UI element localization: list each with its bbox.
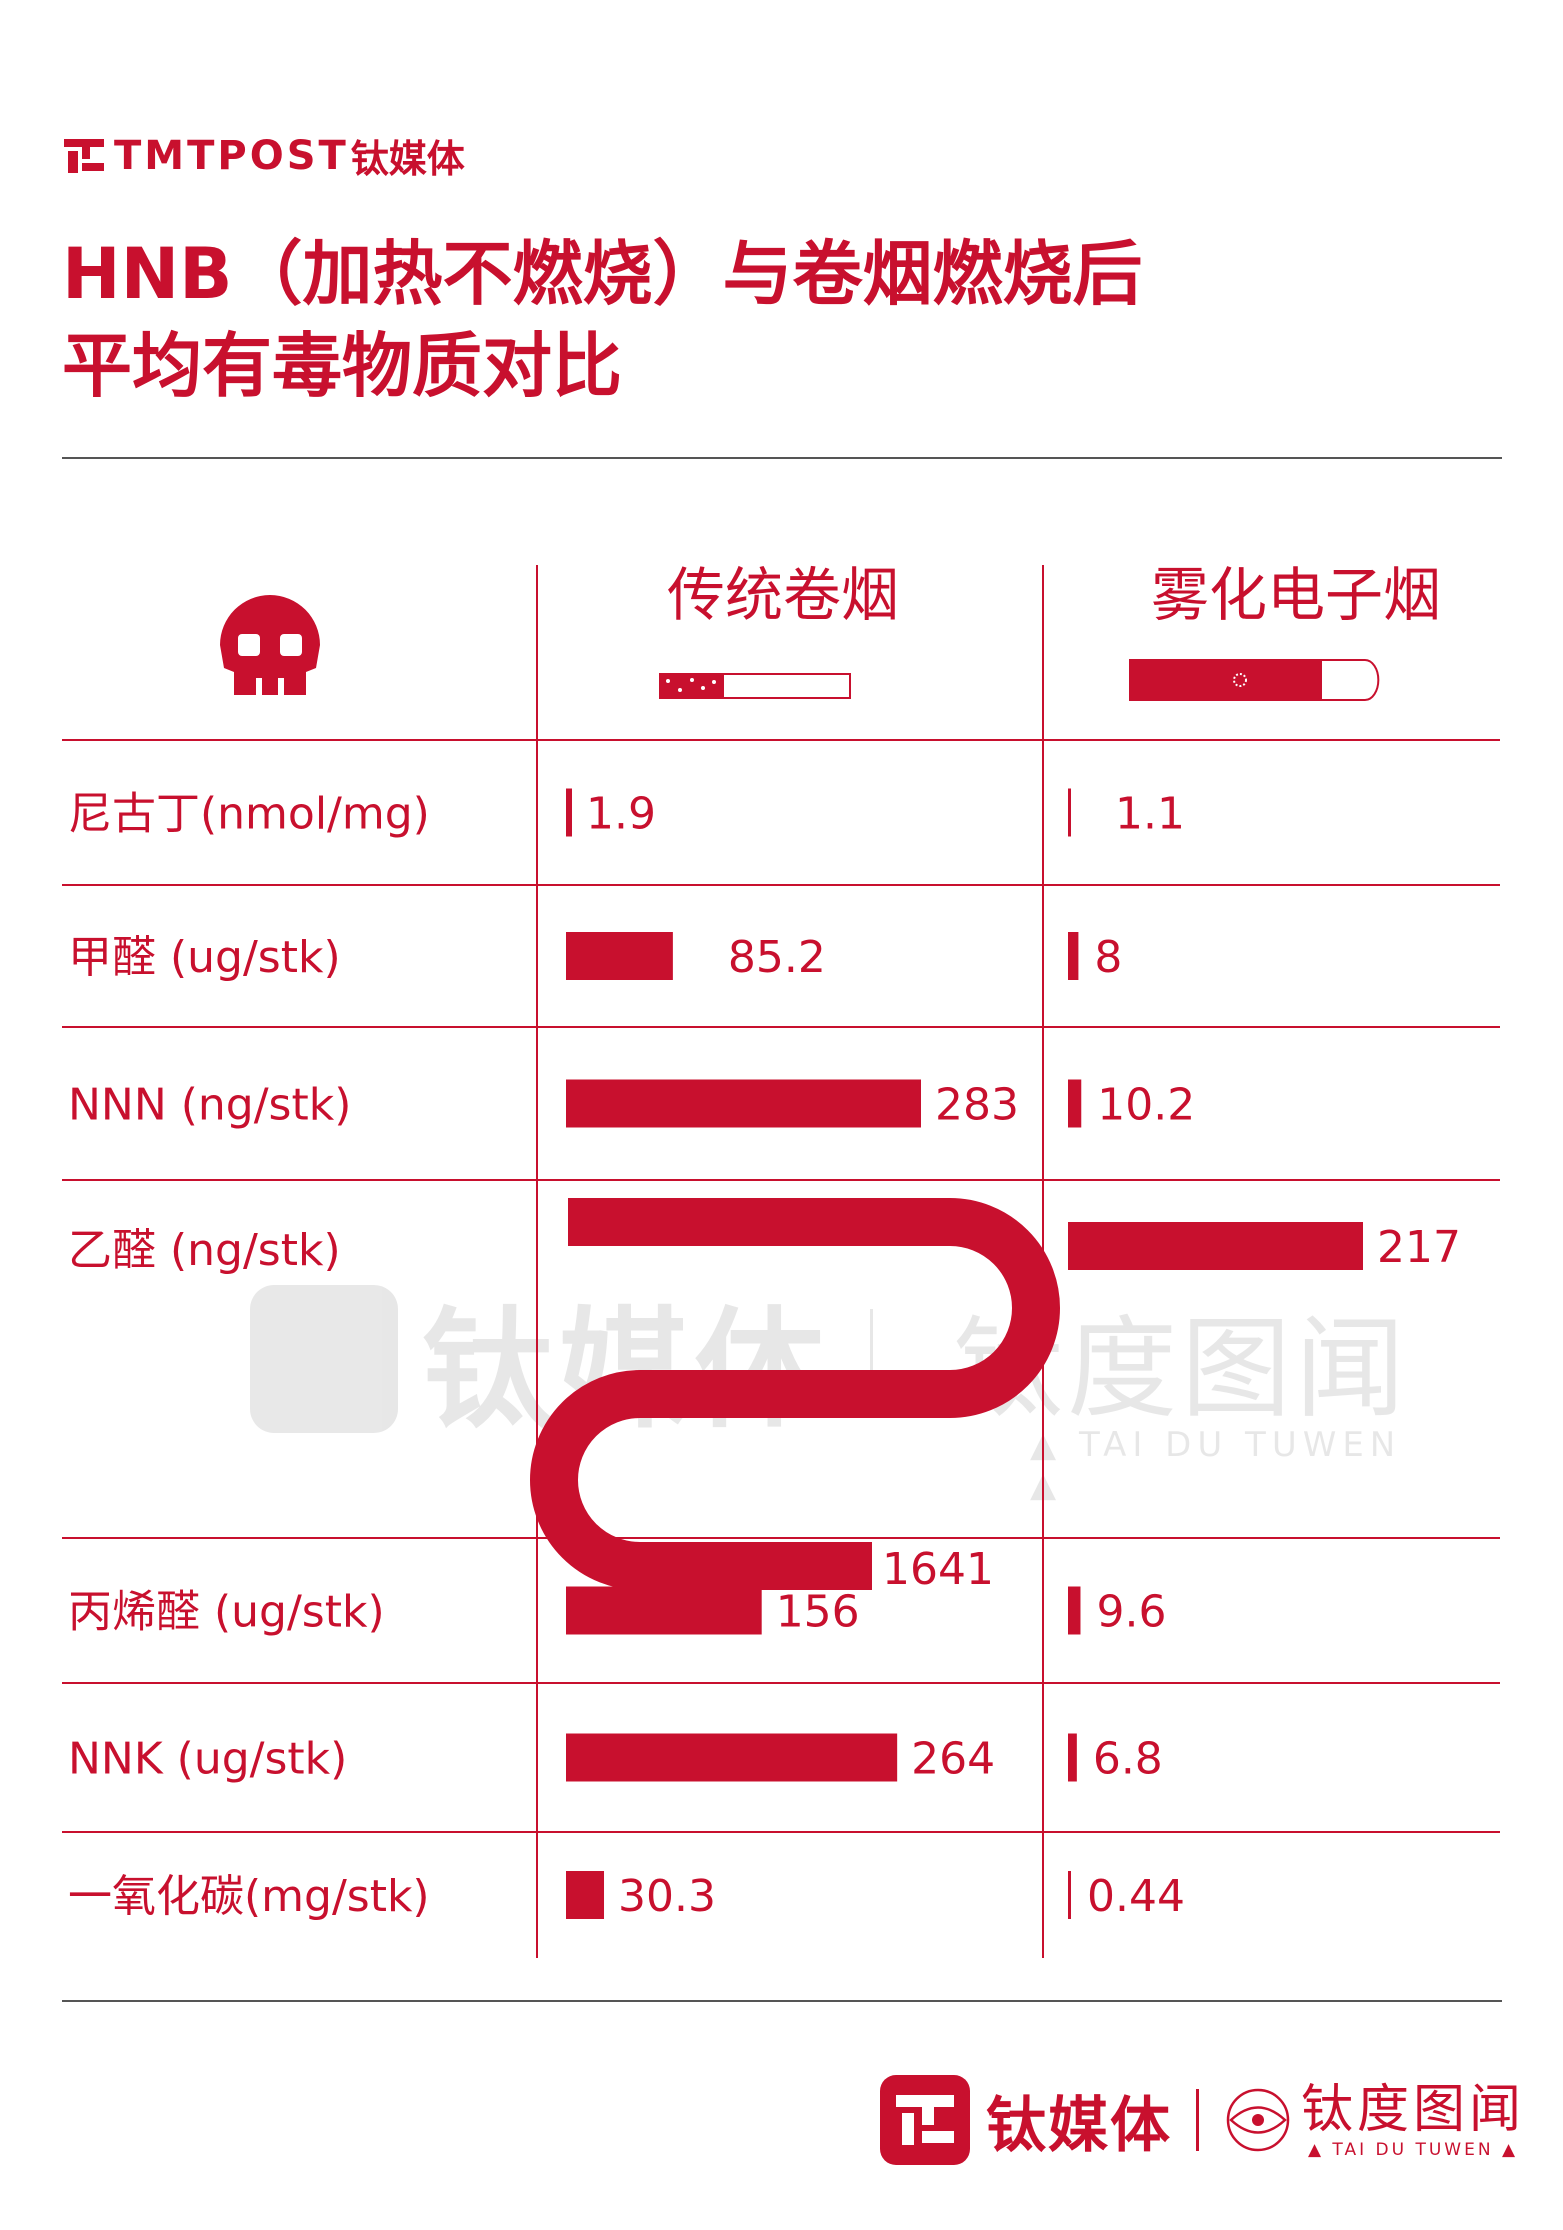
bar-cigarette <box>566 1871 605 1919</box>
skull-tooth-icon <box>256 678 262 695</box>
bar-cigarette <box>566 932 673 980</box>
row-label: 丙烯醛 (ug/stk) <box>68 1587 385 1638</box>
row-label: 乙醛 (ng/stk) <box>68 1225 341 1276</box>
footer-logos: 钛媒体 钛度图闻 ▲ TAI DU TUWEN ▲ <box>880 2075 1525 2165</box>
cigarette-filter-icon <box>660 674 724 698</box>
value-label-cigarette: 156 <box>776 1587 860 1638</box>
bar-ecig <box>1068 1586 1081 1635</box>
bar-cigarette <box>566 788 572 837</box>
bar-ecig <box>1068 1733 1077 1782</box>
column-header-ecig: 雾化电子烟 <box>1151 561 1441 629</box>
value-label-cigarette: 85.2 <box>728 932 826 983</box>
e-cigarette-light-icon <box>1233 673 1247 687</box>
taidu-logo: 钛度图闻 ▲ TAI DU TUWEN ▲ <box>1223 2075 1525 2165</box>
bar-cigarette <box>566 1733 898 1782</box>
footer-brand-cn: 钛媒体 <box>986 2090 1172 2161</box>
skull-eye-icon <box>238 634 260 656</box>
row-label: 一氧化碳(mg/stk) <box>68 1871 430 1922</box>
brand-cn: 钛媒体 <box>350 137 465 181</box>
row-label: NNN (ng/stk) <box>68 1080 351 1131</box>
skull-tooth-icon <box>278 678 284 695</box>
cigarette-dot-icon <box>712 680 716 684</box>
bar-ecig <box>1068 1871 1071 1919</box>
row-label: 甲醛 (ug/stk) <box>68 932 341 983</box>
value-label-cigarette: 264 <box>911 1734 995 1785</box>
column-header-cigarette: 传统卷烟 <box>667 561 899 629</box>
value-label-ecig: 1.1 <box>1115 789 1185 840</box>
tmtpost-logo-icon <box>64 138 104 173</box>
value-label-ecig: 217 <box>1377 1222 1461 1273</box>
cigarette-dot-icon <box>690 678 694 682</box>
value-label-ecig: 9.6 <box>1096 1587 1166 1638</box>
value-label-ecig: 8 <box>1094 932 1122 983</box>
value-label-ecig: 6.8 <box>1093 1734 1163 1785</box>
cigarette-dot-icon <box>701 686 705 690</box>
value-label-ecig: 0.44 <box>1087 1871 1185 1922</box>
bar-ecig <box>1068 932 1079 980</box>
tmtpost-logo-icon <box>880 2075 970 2165</box>
bar-cigarette <box>566 1586 762 1635</box>
title-line-1: HNB（加热不燃烧）与卷烟燃烧后 <box>62 233 1143 315</box>
cigarette-dot-icon <box>666 679 670 683</box>
row-label: 尼古丁(nmol/mg) <box>68 789 430 840</box>
bar-ecig <box>1068 788 1071 837</box>
brand-wordmark: TMTPOST <box>114 132 349 179</box>
tmtpost-logo: TMTPOST 钛媒体 <box>62 128 465 183</box>
value-label-cigarette: 1641 <box>882 1544 994 1595</box>
footer-partner-en: ▲ TAI DU TUWEN ▲ <box>1307 2140 1519 2160</box>
bar-ecig <box>1068 1079 1082 1128</box>
skull-icon <box>220 595 320 695</box>
chart-bottom-divider <box>62 2000 1502 2002</box>
footer-partner-cn: 钛度图闻 <box>1301 2080 1526 2140</box>
value-label-cigarette: 30.3 <box>618 1871 716 1922</box>
value-label-cigarette: 283 <box>935 1080 1019 1131</box>
e-cigarette-body-icon <box>1130 660 1322 700</box>
title-line-2: 平均有毒物质对比 <box>62 325 622 407</box>
bar-ecig <box>1068 1222 1363 1270</box>
value-label-cigarette: 1.9 <box>586 789 656 840</box>
cigarette-dot-icon <box>678 688 682 692</box>
skull-eye-icon <box>280 634 302 656</box>
page-title: HNB（加热不燃烧）与卷烟燃烧后 平均有毒物质对比 <box>62 228 1143 412</box>
footer-divider <box>1196 2089 1199 2151</box>
bar-cigarette <box>530 1198 1060 1590</box>
title-divider <box>62 457 1502 459</box>
row-label: NNK (ug/stk) <box>68 1734 347 1785</box>
taidu-eye-icon <box>1226 2088 1290 2152</box>
bar-cigarette <box>566 1079 921 1128</box>
value-label-ecig: 10.2 <box>1097 1080 1195 1131</box>
